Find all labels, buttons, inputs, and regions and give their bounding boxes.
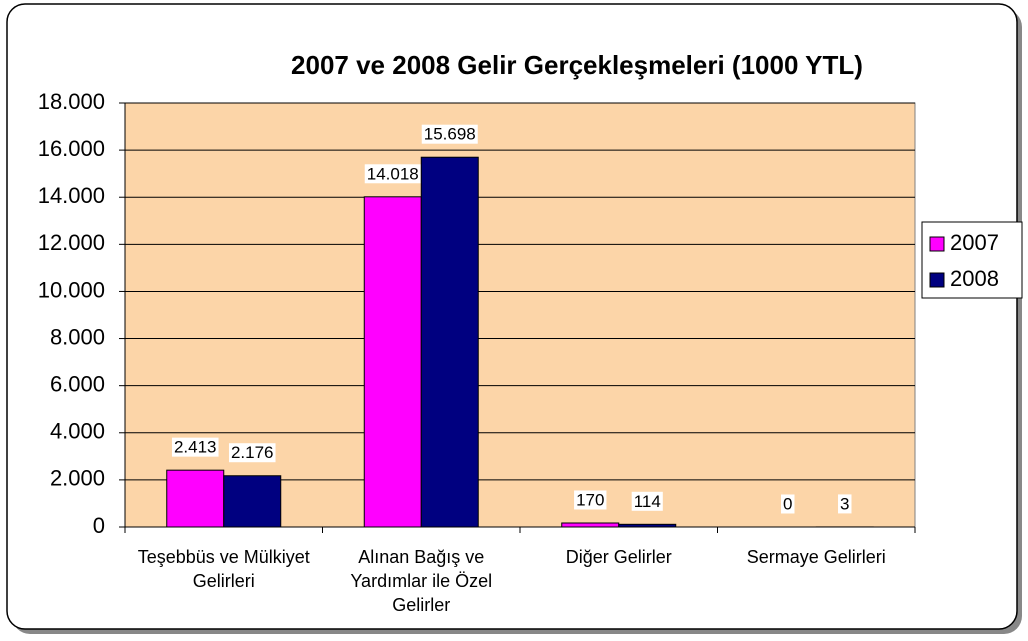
- bar: [166, 469, 225, 528]
- data-label-bg: [631, 491, 663, 511]
- x-tick-label: Diğer Gelirler: [565, 547, 672, 567]
- data-label-bg: [171, 437, 219, 457]
- legend-swatch: [929, 236, 945, 252]
- data-label-bg: [421, 124, 478, 144]
- data-label: 170: [576, 490, 604, 509]
- y-tick-label: 6.000: [50, 371, 105, 396]
- data-label: 2.413: [174, 438, 217, 457]
- data-label-bg: [781, 494, 795, 514]
- y-tick-label: 12.000: [38, 230, 105, 255]
- data-label-bg: [838, 494, 852, 514]
- y-tick-label: 8.000: [50, 324, 105, 349]
- y-tick-label: 14.000: [38, 183, 105, 208]
- y-tick-label: 16.000: [38, 136, 105, 161]
- y-tick-label: 2.000: [50, 466, 105, 491]
- legend-label: 2007: [950, 230, 999, 255]
- y-tick-label: 10.000: [38, 277, 105, 302]
- x-tick-label: Teşebbüs ve Mülkiyet Gelirleri: [137, 547, 310, 591]
- data-label: 14.018: [367, 164, 419, 183]
- data-label: 2.176: [231, 443, 274, 462]
- data-label: 0: [783, 494, 792, 513]
- data-label: 3: [840, 494, 849, 513]
- data-label-bg: [574, 490, 607, 510]
- bar: [561, 522, 620, 528]
- bar: [420, 156, 479, 528]
- x-tick-label: Alınan Bağış ve Yardımlar ile Özel Gelir…: [350, 547, 493, 615]
- y-tick-label: 18.000: [38, 89, 105, 114]
- bar: [223, 475, 282, 528]
- y-tick-label: 0: [93, 513, 105, 538]
- legend-label: 2008: [950, 266, 999, 291]
- plot-area: [124, 102, 916, 528]
- bar: [363, 196, 422, 528]
- bar: [618, 523, 677, 528]
- chart-title: 2007 ve 2008 Gelir Gerçekleşmeleri (1000…: [291, 50, 863, 80]
- title-bg: [220, 47, 933, 85]
- y-tick-label: 4.000: [50, 419, 105, 444]
- x-tick-label: Sermaye Gelirleri: [746, 547, 886, 567]
- data-label: 15.698: [424, 125, 476, 144]
- data-label-bg: [364, 164, 421, 184]
- data-label-bg: [228, 443, 276, 463]
- data-label: 114: [634, 492, 661, 511]
- legend-swatch: [929, 272, 945, 288]
